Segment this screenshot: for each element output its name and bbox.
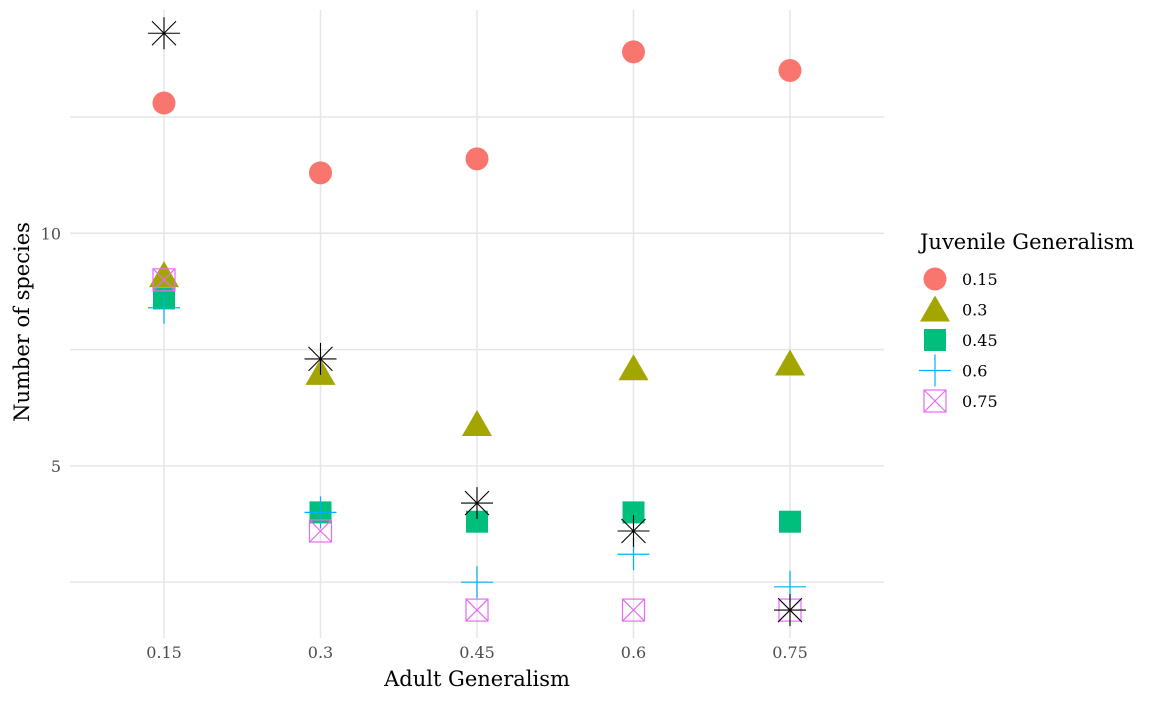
legend-key-triangle bbox=[920, 295, 950, 322]
data-point-square bbox=[779, 510, 801, 533]
data-point-boxcross bbox=[621, 598, 646, 622]
x-tick-label: 0.3 bbox=[308, 643, 333, 662]
data-point-triangle bbox=[775, 349, 805, 376]
data-point-asterisk bbox=[304, 342, 337, 375]
data-point-boxcross bbox=[308, 519, 333, 543]
legend-label: 0.75 bbox=[962, 392, 998, 411]
data-point-plus bbox=[461, 566, 493, 599]
legend-title: Juvenile Generalism bbox=[918, 230, 1134, 254]
data-point-circle bbox=[778, 58, 802, 82]
data-point-asterisk bbox=[617, 515, 650, 548]
x-axis-title: Adult Generalism bbox=[383, 667, 570, 691]
legend-label: 0.15 bbox=[962, 270, 998, 289]
x-tick-label: 0.6 bbox=[621, 643, 646, 662]
data-point-asterisk bbox=[461, 487, 493, 520]
legend-key-plus bbox=[919, 354, 951, 387]
data-point-circle bbox=[152, 91, 176, 115]
y-tick-label: 10 bbox=[41, 224, 61, 243]
data-point-square bbox=[622, 501, 645, 524]
y-tick-label: 5 bbox=[51, 457, 61, 476]
x-tick-label: 0.75 bbox=[772, 643, 808, 662]
data-point-plus bbox=[304, 496, 337, 529]
data-point-asterisk bbox=[148, 17, 180, 50]
data-point-triangle bbox=[618, 354, 649, 381]
data-point-triangle bbox=[462, 410, 492, 437]
data-point-plus bbox=[148, 291, 180, 324]
data-point-boxcross bbox=[152, 268, 176, 292]
legend-label: 0.3 bbox=[962, 301, 987, 320]
axis-ticks: 5 10 0.15 0.3 0.45 0.6 0.75 bbox=[41, 224, 808, 662]
data-point-triangle bbox=[149, 261, 179, 288]
data-point-square bbox=[466, 510, 488, 533]
data-points bbox=[148, 17, 806, 627]
y-axis-title: Number of species bbox=[10, 222, 34, 422]
data-point-circle bbox=[622, 40, 645, 64]
legend-key-square bbox=[924, 329, 946, 351]
data-point-circle bbox=[309, 161, 332, 185]
grid bbox=[70, 10, 884, 638]
legend-label: 0.45 bbox=[962, 331, 998, 350]
data-point-circle bbox=[465, 147, 489, 171]
legend-label: 0.6 bbox=[962, 362, 987, 381]
x-tick-label: 0.15 bbox=[146, 643, 182, 662]
x-tick-label: 0.45 bbox=[459, 643, 495, 662]
legend-key-circle bbox=[923, 267, 947, 291]
data-point-boxcross bbox=[465, 598, 489, 622]
data-point-asterisk bbox=[774, 594, 806, 627]
legend-key-boxcross bbox=[923, 389, 947, 413]
legend: Juvenile Generalism 0.15 0.3 0.45 0.6 0.75 bbox=[918, 230, 1134, 413]
